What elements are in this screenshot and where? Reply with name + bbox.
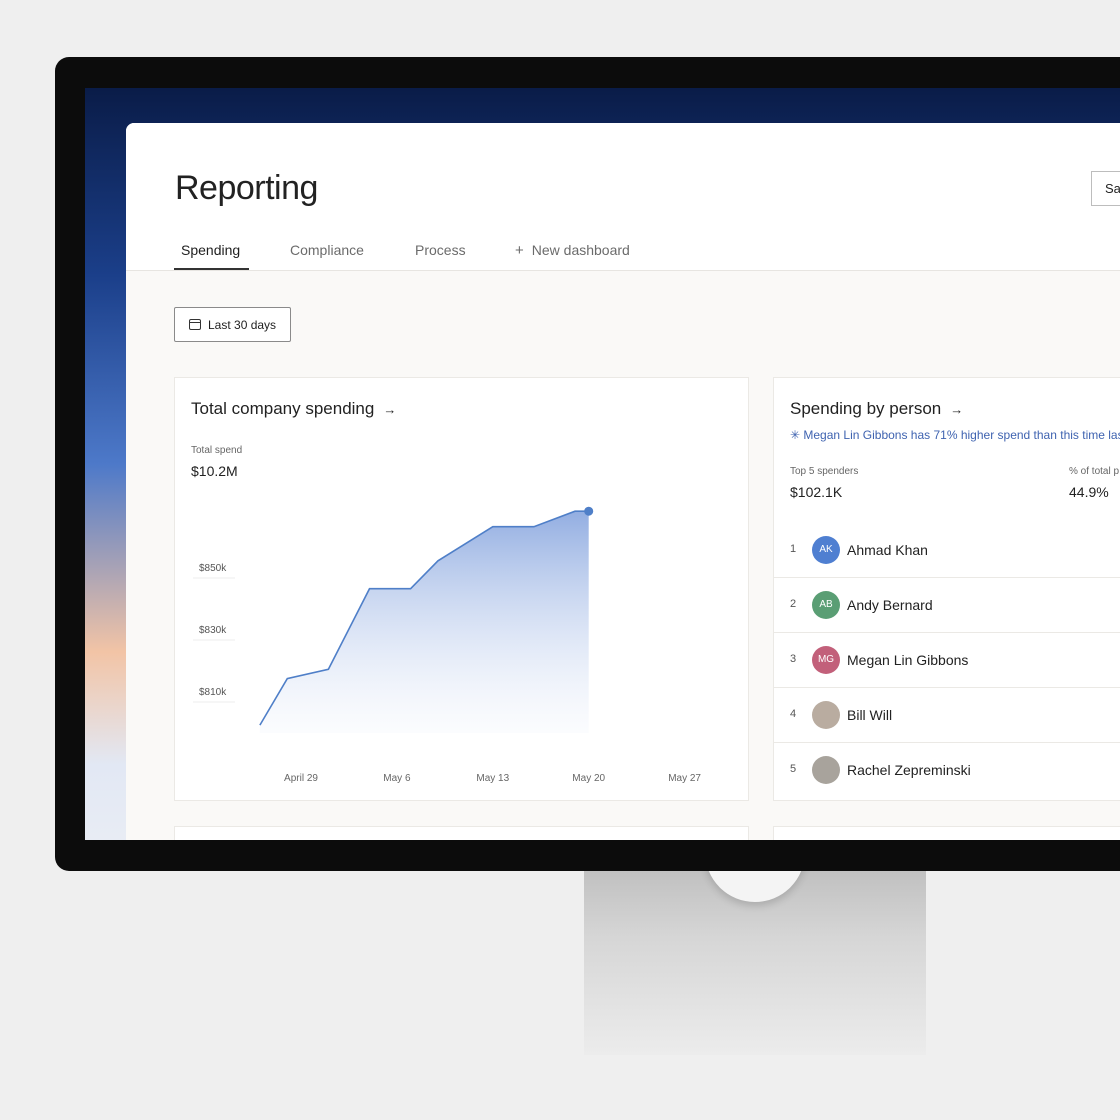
- next-card: [773, 826, 1120, 840]
- card-title-link[interactable]: Spending by person →: [790, 399, 963, 419]
- date-range-label: Last 30 days: [208, 318, 277, 332]
- spender-row[interactable]: 3 MG Megan Lin Gibbons: [774, 633, 1120, 688]
- x-tick-label: May 27: [668, 773, 701, 784]
- card-title-link[interactable]: Total company spending →: [191, 399, 396, 419]
- avatar: [812, 756, 840, 784]
- app-header: Reporting Sa Spending Compliance Process…: [126, 123, 1120, 271]
- area-fill: [259, 511, 589, 733]
- spender-row[interactable]: 2 AB Andy Bernard: [774, 578, 1120, 633]
- spending-chart: $810k $830k $850k April 29 May 6 May 13 May 20…: [193, 506, 701, 784]
- person-name: Andy Bernard: [847, 597, 933, 613]
- metric-label: Total spend: [191, 445, 243, 456]
- tab-compliance[interactable]: Compliance: [290, 242, 364, 258]
- monitor-screen: Reporting Sa Spending Compliance Process…: [85, 88, 1120, 840]
- avatar: [812, 701, 840, 729]
- person-name: Bill Will: [847, 707, 893, 723]
- x-tick-label: May 6: [383, 773, 411, 784]
- series-line: [259, 510, 589, 726]
- rank-number: 2: [790, 598, 797, 610]
- rank-number: 1: [790, 543, 797, 555]
- x-tick-label: May 20: [572, 773, 605, 784]
- sparkle-icon: ✳: [790, 428, 804, 442]
- insight-message: Megan Lin Gibbons has 71% higher spend t…: [803, 428, 1120, 442]
- person-name: Rachel Zepreminski: [847, 762, 971, 778]
- spending-by-person-card: Spending by person → ✳ Megan Lin Gibbons …: [773, 377, 1120, 801]
- x-tick-label: April 29: [284, 773, 318, 784]
- y-tick-label: $850k: [199, 563, 227, 574]
- tab-process[interactable]: Process: [415, 242, 466, 258]
- active-tab-indicator: [174, 268, 249, 270]
- arrow-right-icon: →: [950, 402, 964, 417]
- date-range-button[interactable]: Last 30 days: [174, 307, 291, 342]
- save-button[interactable]: Sa: [1091, 171, 1120, 206]
- person-name: Ahmad Khan: [847, 542, 928, 558]
- calendar-icon: [189, 319, 201, 330]
- rank-number: 3: [790, 653, 797, 665]
- y-tick-label: $830k: [199, 625, 227, 636]
- metric-value: $10.2M: [191, 463, 238, 479]
- next-card: [174, 826, 749, 840]
- avatar: MG: [812, 646, 840, 674]
- avatar: AK: [812, 536, 840, 564]
- tab-new-dashboard[interactable]: + New dashboard: [515, 242, 630, 259]
- percent-total-label: % of total p: [1069, 466, 1120, 477]
- card-title: Spending by person: [790, 399, 942, 418]
- x-tick-label: May 13: [476, 773, 509, 784]
- arrow-right-icon: →: [383, 402, 397, 417]
- reporting-app: Reporting Sa Spending Compliance Process…: [126, 123, 1120, 840]
- percent-total-value: 44.9%: [1069, 484, 1109, 500]
- person-name: Megan Lin Gibbons: [847, 652, 969, 668]
- y-tick-label: $810k: [199, 687, 227, 698]
- spender-row[interactable]: 1 AK Ahmad Khan: [774, 523, 1120, 578]
- avatar: AB: [812, 591, 840, 619]
- page-title: Reporting: [175, 169, 318, 207]
- rank-number: 4: [790, 708, 797, 720]
- last-point-marker: [584, 506, 594, 516]
- spender-row[interactable]: 4 Bill Will: [774, 688, 1120, 743]
- top-spenders-label: Top 5 spenders: [790, 466, 859, 477]
- tab-spending[interactable]: Spending: [181, 242, 241, 258]
- top-spenders-value: $102.1K: [790, 484, 843, 500]
- spender-row[interactable]: 5 Rachel Zepreminski: [774, 743, 1120, 798]
- tab-label: New dashboard: [531, 242, 630, 258]
- card-title: Total company spending: [191, 399, 375, 418]
- plus-icon: +: [515, 242, 524, 259]
- insight-text: ✳ Megan Lin Gibbons has 71% higher spend…: [790, 428, 1120, 442]
- rank-number: 5: [790, 763, 797, 775]
- total-spending-card: Total company spending → Total spend $10.…: [174, 377, 749, 801]
